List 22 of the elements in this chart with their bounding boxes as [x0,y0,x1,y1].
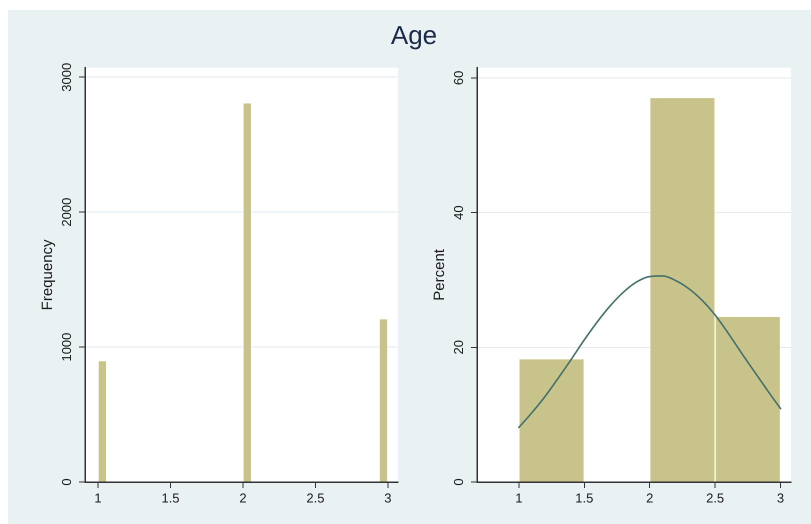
chart-title: Age [390,20,438,50]
x-tick-label: 1 [515,490,522,506]
x-tick-label: 2.5 [306,490,324,506]
x-tick-label: 3 [776,490,784,506]
y-tick-label: 0 [59,478,74,486]
x-tick-label: 2.5 [706,490,724,506]
y-tick-label: 3000 [59,62,74,92]
x-tick-label: 2 [646,490,654,506]
x-tick-label: 1.5 [161,490,180,506]
y-tick-label: 20 [451,340,466,355]
y-axis-title: Frequency [39,238,56,310]
y-tick-label: 0 [451,478,466,486]
x-tick-label: 2 [239,490,247,506]
line-series [518,275,782,428]
y-tick-label: 2000 [59,198,74,227]
y-tick-label: 60 [451,70,466,86]
x-tick-label: 1.5 [575,490,594,506]
y-tick-label: 40 [451,205,466,220]
y-axis-title: Percent [431,248,448,301]
x-tick-label: 3 [384,490,392,506]
y-tick-label: 1000 [59,332,74,362]
x-tick-label: 1 [94,490,102,506]
